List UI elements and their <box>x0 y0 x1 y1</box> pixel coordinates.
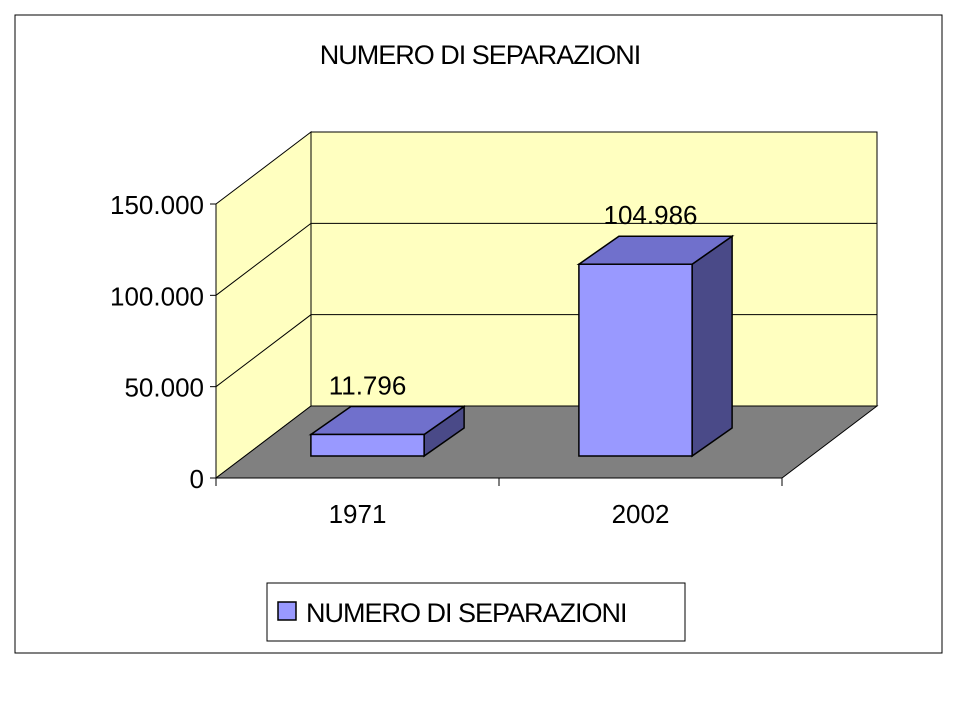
legend-swatch <box>277 601 297 621</box>
y-tick-label: 100.000 <box>110 281 204 311</box>
legend: NUMERO DI SEPARAZIONI <box>266 582 686 642</box>
x-tick-label: 2002 <box>612 499 670 529</box>
y-tick-label: 150.000 <box>110 190 204 220</box>
y-tick-label: 50.000 <box>124 373 204 403</box>
legend-label: NUMERO DI SEPARAZIONI <box>306 598 627 628</box>
chart-title: NUMERO DI SEPARAZIONI <box>320 40 641 70</box>
bar <box>310 433 425 457</box>
bar-side <box>691 234 733 458</box>
bar <box>578 263 693 457</box>
x-tick-label: 1971 <box>329 499 387 529</box>
data-label: 11.796 <box>329 370 407 400</box>
legend-box <box>266 582 686 642</box>
plot-area: 0 50.000 100.000 150.000 11.796 1971 104.986 20… <box>110 130 879 529</box>
y-tick-label: 0 <box>190 464 204 494</box>
data-label: 104.986 <box>604 200 698 230</box>
gridline <box>215 222 877 296</box>
